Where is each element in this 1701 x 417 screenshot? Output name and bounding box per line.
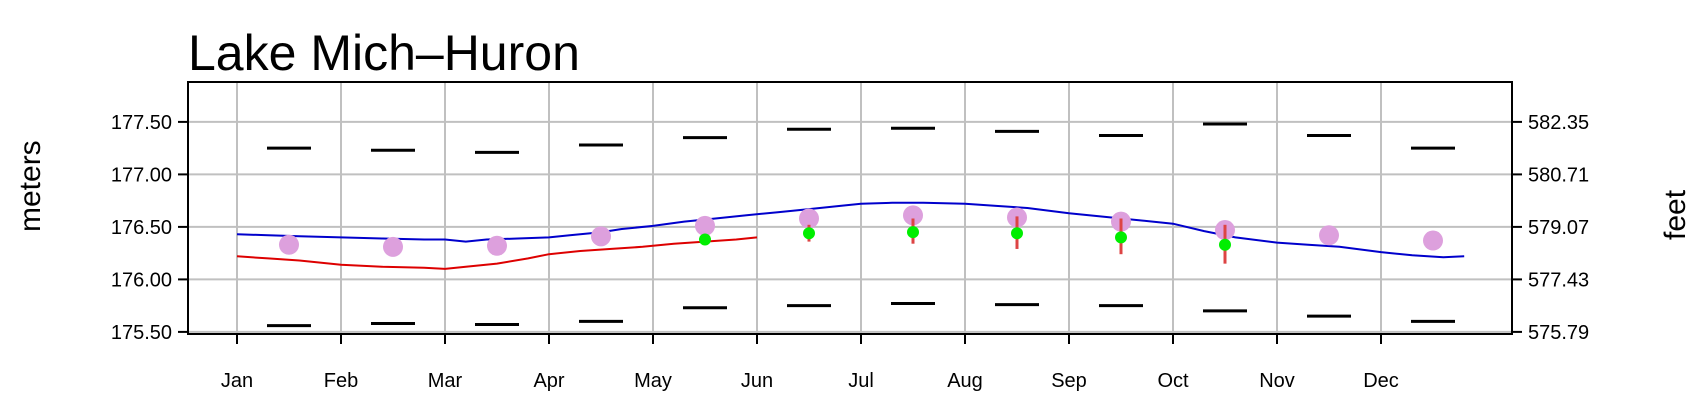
x-tick-label: May: [634, 370, 672, 392]
x-tick-label: Feb: [324, 370, 358, 392]
y-tick-label-left: 177.00: [111, 164, 172, 186]
monthly-mean-marker: [903, 205, 923, 226]
y-tick-label-right: 577.43: [1528, 269, 1589, 291]
y-axis-label-right: feet: [1659, 189, 1692, 240]
x-tick-label: Aug: [947, 370, 983, 392]
y-tick-label-left: 176.00: [111, 269, 172, 291]
y-tick-label-left: 177.50: [111, 112, 172, 134]
monthly-mean-marker: [1319, 225, 1339, 246]
y-tick-label-right: 582.35: [1528, 112, 1589, 134]
y-tick-label-left: 175.50: [111, 322, 172, 344]
x-tick-label: Oct: [1157, 370, 1189, 392]
axes: 175.50 575.79 176.00 577.43 176.50 579.07 177.…: [111, 112, 1589, 392]
x-tick-label: Nov: [1259, 370, 1295, 392]
forecast-point: [1011, 227, 1023, 240]
forecast-point: [1115, 231, 1127, 244]
forecast: [699, 216, 1231, 264]
monthly-mean-marker: [487, 235, 507, 256]
monthly-mean-marker: [383, 236, 403, 257]
monthly-mean-marker: [695, 215, 715, 236]
monthly-mean-marker: [1423, 230, 1443, 251]
series-lines: [236, 201, 1465, 270]
x-tick-label: Jan: [221, 370, 253, 392]
monthly-mean-marker: [279, 234, 299, 255]
grid: [188, 82, 1512, 334]
forecast-point: [1219, 238, 1231, 251]
monthly-means: [279, 205, 1443, 257]
x-tick-label: Mar: [428, 370, 463, 392]
y-tick-label-right: 575.79: [1528, 322, 1589, 344]
x-tick-label: Jun: [741, 370, 773, 392]
plot-frame: [187, 81, 1513, 335]
series-line-1: [236, 201, 1465, 259]
series-line-2: [236, 236, 758, 270]
x-tick-label: Sep: [1051, 370, 1087, 392]
monthly-mean-marker: [591, 226, 611, 247]
chart-title: Lake Mich–Huron: [188, 25, 580, 81]
x-tick-label: Jul: [848, 370, 874, 392]
extremes: [267, 122, 1455, 328]
x-tick-label: Dec: [1363, 370, 1399, 392]
y-tick-label-left: 176.50: [111, 217, 172, 239]
y-axis-label-left: meters: [14, 140, 47, 232]
y-tick-label-right: 579.07: [1528, 217, 1589, 239]
x-tick-label: Apr: [533, 370, 564, 392]
forecast-point: [803, 227, 815, 240]
forecast-point: [907, 226, 919, 239]
y-tick-label-right: 580.71: [1528, 164, 1589, 186]
monthly-mean-marker: [799, 208, 819, 229]
forecast-point: [699, 233, 711, 246]
